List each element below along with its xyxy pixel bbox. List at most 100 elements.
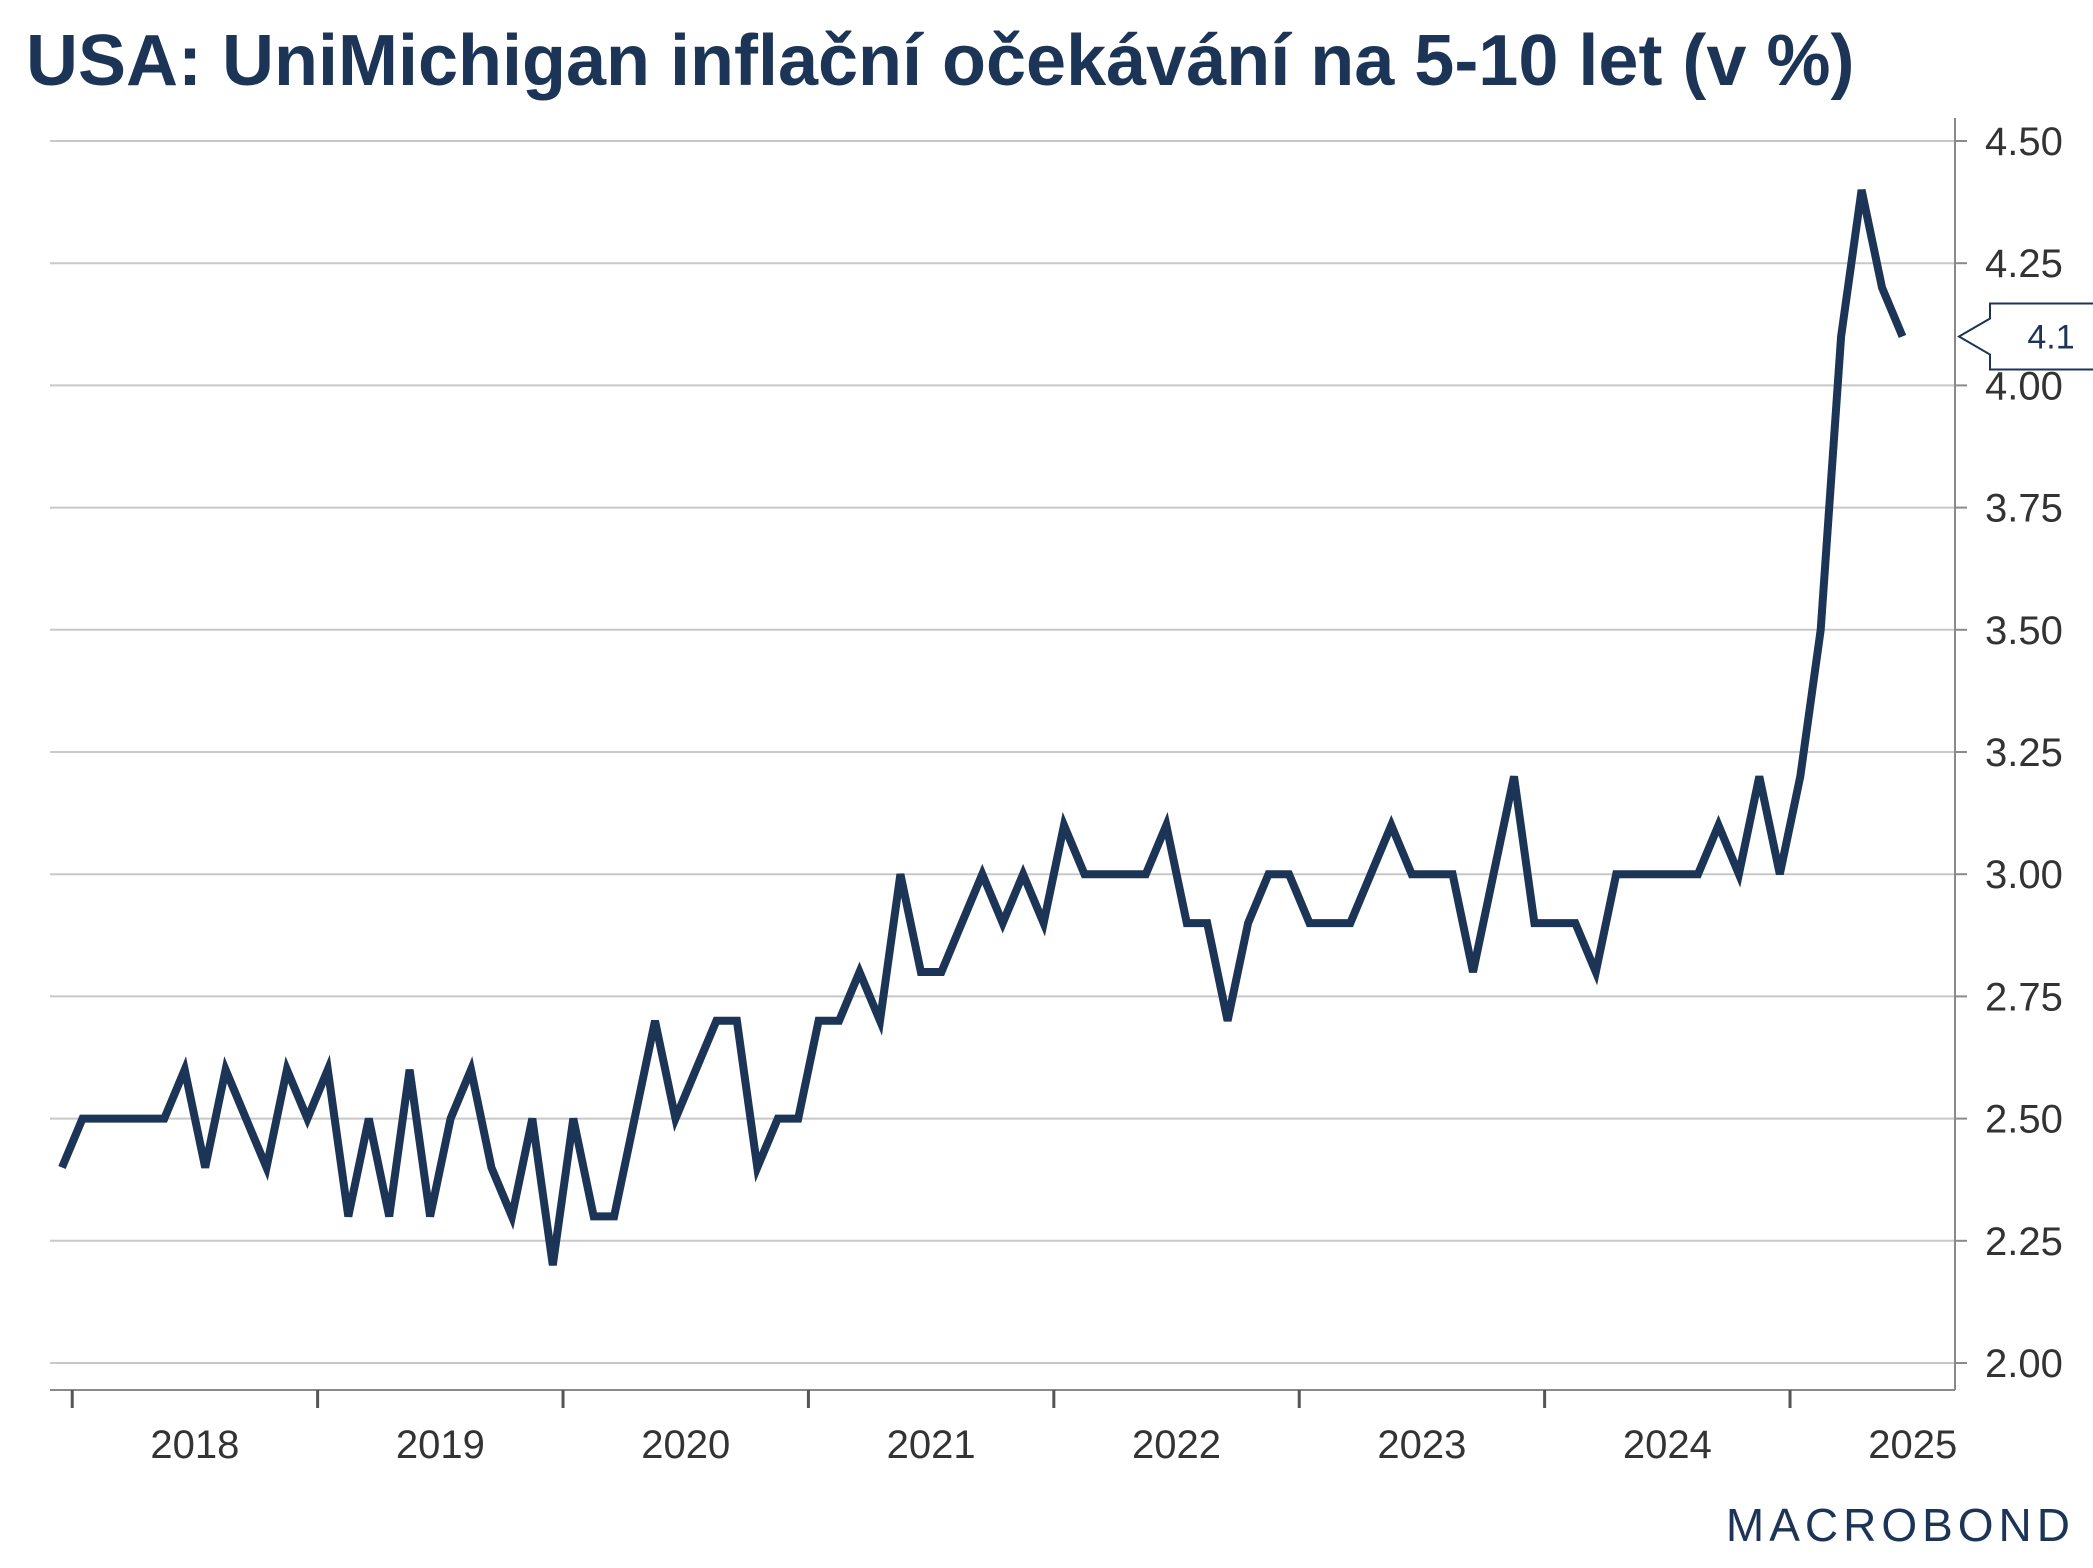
series-line [58, 189, 1907, 1266]
data-point [1552, 920, 1558, 926]
data-point [1368, 871, 1374, 877]
data-point [1286, 871, 1292, 877]
data-point [1122, 871, 1128, 877]
data-point [1613, 871, 1619, 877]
data-point [918, 969, 924, 975]
y-tick-label: 3.75 [1985, 487, 2063, 531]
data-point [1347, 920, 1353, 926]
data-point [754, 1165, 760, 1171]
y-tick-label: 3.25 [1985, 731, 2063, 775]
data-point [1859, 187, 1865, 193]
y-tick-label: 4.00 [1985, 364, 2063, 408]
data-point [1429, 871, 1435, 877]
data-point [734, 1018, 740, 1024]
data-point [1695, 871, 1701, 877]
x-tick-label: 2021 [887, 1423, 976, 1467]
data-point [202, 1165, 208, 1171]
axes: 2.00 2.25 2.50 2.75 3.00 3.25 3.50 3.75 4.00 4.25… [50, 118, 2063, 1467]
data-point [304, 1116, 310, 1122]
data-point [223, 1067, 229, 1073]
data-point [652, 1018, 658, 1024]
data-point [407, 1067, 413, 1073]
series-layer [58, 187, 1907, 1266]
data-point [366, 1116, 372, 1122]
last-value-callout: 4.1 [1957, 302, 2093, 371]
data-point [529, 1116, 535, 1122]
data-point [959, 920, 965, 926]
gridlines [50, 140, 1955, 1364]
data-point [1184, 920, 1190, 926]
data-point [611, 1213, 617, 1219]
data-point [325, 1067, 331, 1073]
data-point [284, 1067, 290, 1073]
data-point [795, 1116, 801, 1122]
data-point [1675, 871, 1681, 877]
data-point [591, 1213, 597, 1219]
data-point [1736, 871, 1742, 877]
data-point [1409, 871, 1415, 877]
data-point [1266, 871, 1272, 877]
y-tick-label: 3.50 [1985, 609, 2063, 653]
data-point [1511, 773, 1517, 779]
data-point [1307, 920, 1313, 926]
data-point [1879, 285, 1885, 291]
data-point [1204, 920, 1210, 926]
data-point [120, 1116, 126, 1122]
y-tick-label: 4.25 [1985, 242, 2063, 286]
y-tick-label: 3.00 [1985, 853, 2063, 897]
data-point [1041, 920, 1047, 926]
data-point [345, 1213, 351, 1219]
data-point [897, 871, 903, 877]
data-point [1163, 822, 1169, 828]
data-point [857, 969, 863, 975]
x-tick-label: 2018 [150, 1423, 239, 1467]
data-point [877, 1018, 883, 1024]
data-point [1654, 871, 1660, 877]
data-point [1838, 334, 1844, 340]
data-point [1061, 822, 1067, 828]
data-point [80, 1116, 86, 1122]
x-tick-label: 2020 [641, 1423, 730, 1467]
y-tick-label: 2.25 [1985, 1220, 2063, 1264]
data-point [1245, 920, 1251, 926]
data-point [1000, 920, 1006, 926]
data-point [1143, 871, 1149, 877]
x-tick-label: 2023 [1377, 1423, 1466, 1467]
y-tick-label: 2.00 [1985, 1342, 2063, 1386]
data-point [182, 1067, 188, 1073]
data-point [1470, 969, 1476, 975]
y-tick-label: 4.50 [1985, 120, 2063, 164]
data-point [488, 1165, 494, 1171]
data-point [1225, 1018, 1231, 1024]
data-point [632, 1116, 638, 1122]
data-point [161, 1116, 167, 1122]
data-point [775, 1116, 781, 1122]
y-tick-label: 2.75 [1985, 975, 2063, 1019]
data-point [59, 1165, 65, 1171]
x-tick-label: 2025 [1868, 1423, 1957, 1467]
chart-title: USA: UniMichigan inflační očekávání na 5… [26, 21, 1855, 101]
x-tick-label: 2024 [1623, 1423, 1712, 1467]
data-point [693, 1067, 699, 1073]
data-point [386, 1213, 392, 1219]
data-point [673, 1116, 679, 1122]
data-point [100, 1116, 106, 1122]
data-point [264, 1165, 270, 1171]
data-point [427, 1213, 433, 1219]
data-point [1388, 822, 1394, 828]
data-point [1900, 334, 1906, 340]
data-point [713, 1018, 719, 1024]
data-point [1491, 871, 1497, 877]
data-point [1797, 773, 1803, 779]
callout-label: 4.1 [2027, 319, 2074, 357]
data-point [1716, 822, 1722, 828]
data-point [141, 1116, 147, 1122]
data-point [979, 871, 985, 877]
data-point [836, 1018, 842, 1024]
data-point [816, 1018, 822, 1024]
data-point [1450, 871, 1456, 877]
data-point [1082, 871, 1088, 877]
data-point [243, 1116, 249, 1122]
data-point [1020, 871, 1026, 877]
